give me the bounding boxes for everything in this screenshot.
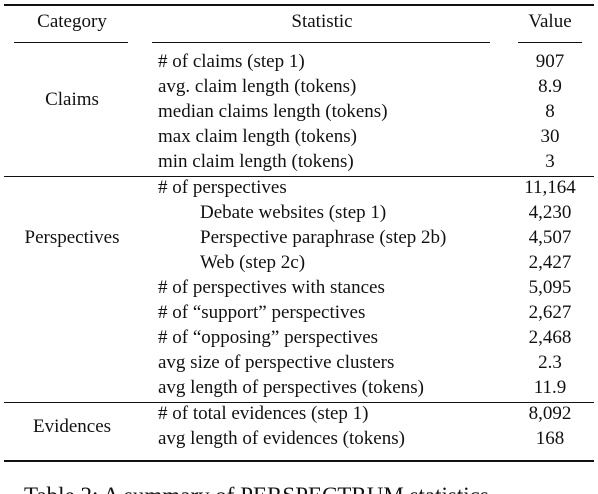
statistic-cell: # of perspectives with stances xyxy=(158,277,385,298)
value-cell: 8,092 xyxy=(528,403,572,424)
header-rule xyxy=(152,42,490,43)
group-rule xyxy=(4,402,594,403)
bottom-rule xyxy=(4,460,594,462)
statistic-cell: Debate websites (step 1) xyxy=(200,202,387,223)
value-cell: 5,095 xyxy=(528,277,572,298)
value-cell: 2,468 xyxy=(528,327,572,348)
header-cell: Value xyxy=(528,11,572,32)
statistic-cell: # of “opposing” perspectives xyxy=(158,327,379,348)
statistic-cell: min claim length (tokens) xyxy=(158,151,354,172)
value-cell: 11.9 xyxy=(533,377,567,398)
value-cell: 4,230 xyxy=(528,202,572,223)
value-cell: 4,507 xyxy=(528,227,572,248)
category-cell: Evidences xyxy=(32,415,112,437)
group-rule xyxy=(4,176,594,177)
header-cell: Category xyxy=(37,11,107,32)
category-cell: Claims xyxy=(45,88,99,110)
statistic-cell: # of “support” perspectives xyxy=(158,302,366,323)
value-cell: 2,627 xyxy=(528,302,572,323)
category-cell: Perspectives xyxy=(24,227,120,248)
value-cell: 8 xyxy=(545,101,555,122)
header-rule xyxy=(14,42,128,43)
value-cell: 30 xyxy=(540,126,560,147)
value-cell: 2,427 xyxy=(528,252,572,273)
header-cell: Statistic xyxy=(291,11,353,32)
header-rule xyxy=(518,42,582,43)
statistic-cell: Web (step 2c) xyxy=(200,252,306,273)
value-cell: 11,164 xyxy=(524,177,576,198)
value-cell: 907 xyxy=(535,51,565,72)
value-cell: 2.3 xyxy=(538,352,562,373)
value-cell: 168 xyxy=(535,428,565,449)
statistic-cell: median claims length (tokens) xyxy=(158,101,388,122)
caption: Table 2: A summary of PERSPECTRUM statis… xyxy=(24,484,489,494)
statistic-cell: avg. claim length (tokens) xyxy=(158,76,357,97)
statistic-cell: # of claims (step 1) xyxy=(158,51,305,72)
top-rule xyxy=(4,4,594,6)
statistic-cell: avg size of perspective clusters xyxy=(158,352,395,373)
statistic-cell: avg length of perspectives (tokens) xyxy=(158,377,424,398)
value-cell: 3 xyxy=(545,151,555,172)
statistic-cell: Perspective paraphrase (step 2b) xyxy=(200,227,447,248)
statistic-cell: # of perspectives xyxy=(158,177,287,198)
statistic-cell: max claim length (tokens) xyxy=(158,126,357,147)
statistic-cell: avg length of evidences (tokens) xyxy=(158,428,405,449)
value-cell: 8.9 xyxy=(538,76,562,97)
statistic-cell: # of total evidences (step 1) xyxy=(158,403,369,424)
